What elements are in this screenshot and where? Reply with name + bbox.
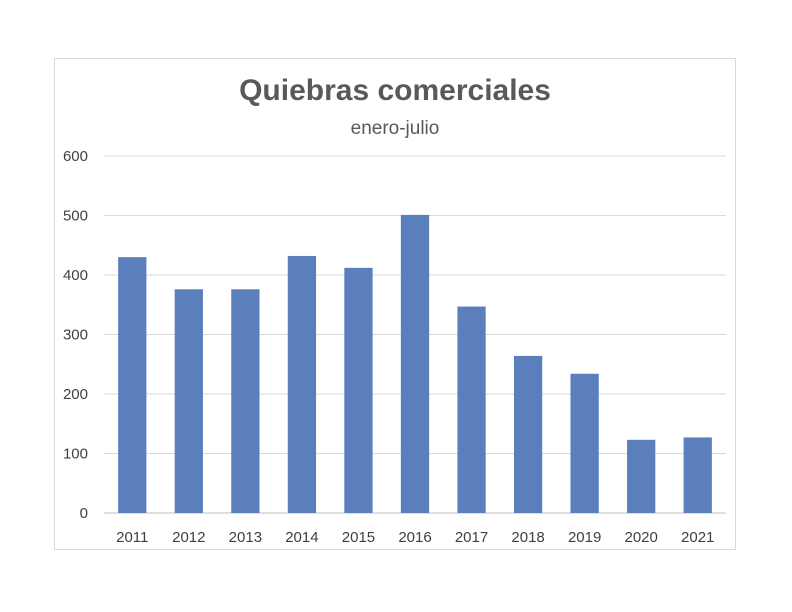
x-tick-label: 2012 <box>172 529 205 546</box>
bar-2014 <box>287 255 317 513</box>
bar-2013 <box>231 289 260 513</box>
chart-subtitle: enero-julio <box>351 118 440 139</box>
y-tick-label: 300 <box>63 327 88 344</box>
chart-title: Quiebras comerciales <box>239 74 551 107</box>
x-tick-label: 2020 <box>624 529 657 546</box>
x-tick-label: 2016 <box>398 529 431 546</box>
bar-2019 <box>570 373 599 513</box>
y-tick-label: 600 <box>63 148 88 165</box>
x-axis-ticks: 2011 2012 2013 2014 2015 2016 2017 2018 2019 2020… <box>116 529 714 546</box>
bar-2012 <box>174 289 203 513</box>
x-tick-label: 2011 <box>116 529 148 546</box>
x-tick-label: 2019 <box>568 529 601 546</box>
y-tick-label: 200 <box>63 386 88 403</box>
y-tick-label: 100 <box>63 446 88 463</box>
bar-2020 <box>627 439 656 513</box>
y-tick-label: 500 <box>63 208 88 225</box>
bar-2021 <box>683 437 712 513</box>
x-tick-label: 2018 <box>511 529 544 546</box>
y-axis-ticks: 0 100 200 300 400 500 600 <box>63 148 88 522</box>
bars <box>118 214 712 513</box>
chart-frame <box>54 58 736 550</box>
y-tick-label: 0 <box>80 505 88 522</box>
bar-2018 <box>513 355 543 513</box>
bar-2015 <box>344 267 373 513</box>
x-tick-label: 2015 <box>342 529 375 546</box>
bar-2017 <box>457 306 486 513</box>
y-tick-label: 400 <box>63 267 88 284</box>
x-tick-label: 2017 <box>455 529 488 546</box>
bar-2011 <box>118 257 147 513</box>
x-tick-label: 2013 <box>229 529 262 546</box>
x-tick-label: 2021 <box>681 529 714 546</box>
bar-2016 <box>400 214 430 513</box>
x-tick-label: 2014 <box>285 529 318 546</box>
